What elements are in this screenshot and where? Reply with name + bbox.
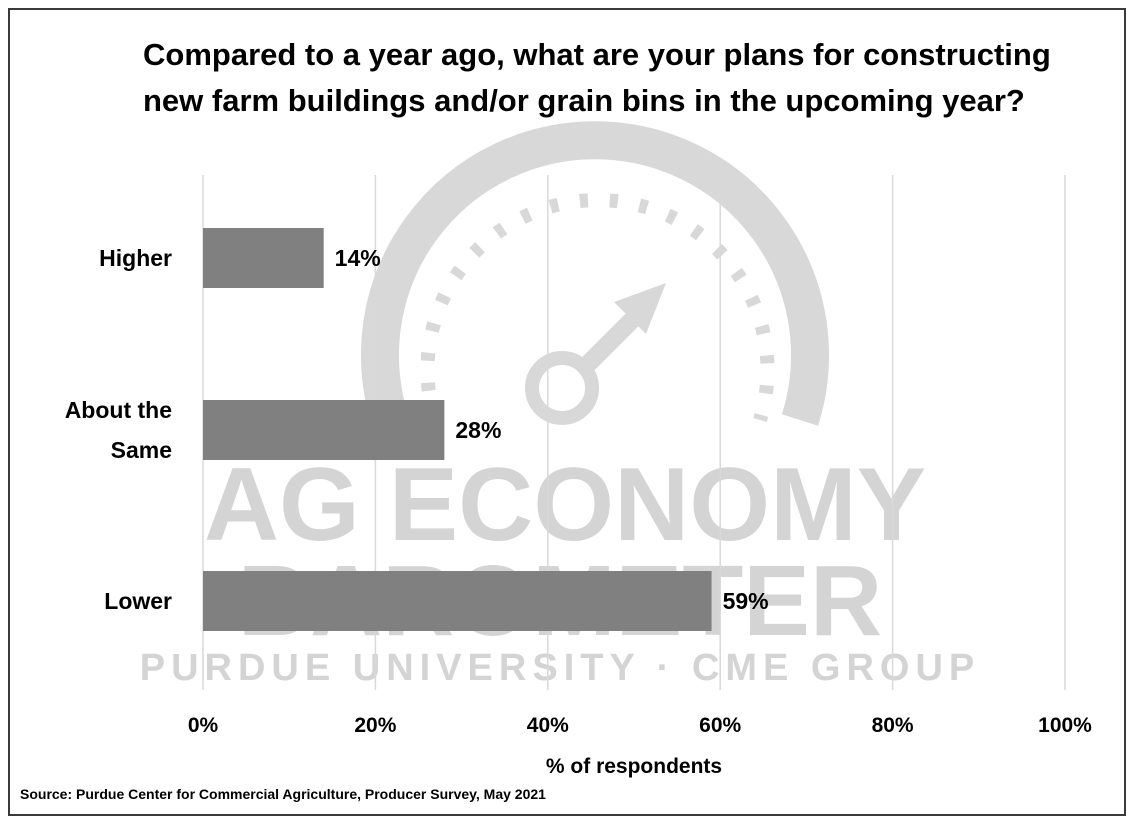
x-tick-label: 0%	[188, 714, 219, 737]
x-tick-label: 40%	[527, 714, 569, 737]
x-tick-label: 60%	[699, 714, 741, 737]
bar-value-label: 59%	[723, 588, 769, 614]
x-axis-tick-labels: 0% 20% 40% 60% 80% 100%	[188, 714, 1092, 737]
bar-about-the-same	[203, 400, 445, 460]
category-label: About the	[65, 397, 172, 423]
category-label: Higher	[99, 245, 172, 271]
category-label: Same	[111, 437, 172, 463]
bar-lower	[203, 571, 712, 631]
bar-value-labels: 14% 28% 59%	[335, 245, 769, 614]
watermark-line3: PURDUE UNIVERSITY · CME GROUP	[140, 647, 980, 689]
source-note: Source: Purdue Center for Commercial Agr…	[20, 786, 546, 802]
bar-value-label: 28%	[455, 417, 501, 443]
x-tick-label: 80%	[872, 714, 914, 737]
x-tick-label: 100%	[1038, 714, 1092, 737]
x-tick-label: 20%	[354, 714, 396, 737]
bars	[203, 228, 712, 631]
watermark-line1: AG ECONOMY	[204, 447, 926, 563]
bar-value-label: 14%	[335, 245, 381, 271]
bar-higher	[203, 228, 324, 288]
category-label: Lower	[104, 588, 172, 614]
chart-frame	[8, 8, 1126, 816]
chart-title: Compared to a year ago, what are your pl…	[143, 37, 1051, 118]
category-labels: Higher About the Same Lower	[65, 245, 172, 614]
x-axis-title: % of respondents	[546, 755, 722, 778]
